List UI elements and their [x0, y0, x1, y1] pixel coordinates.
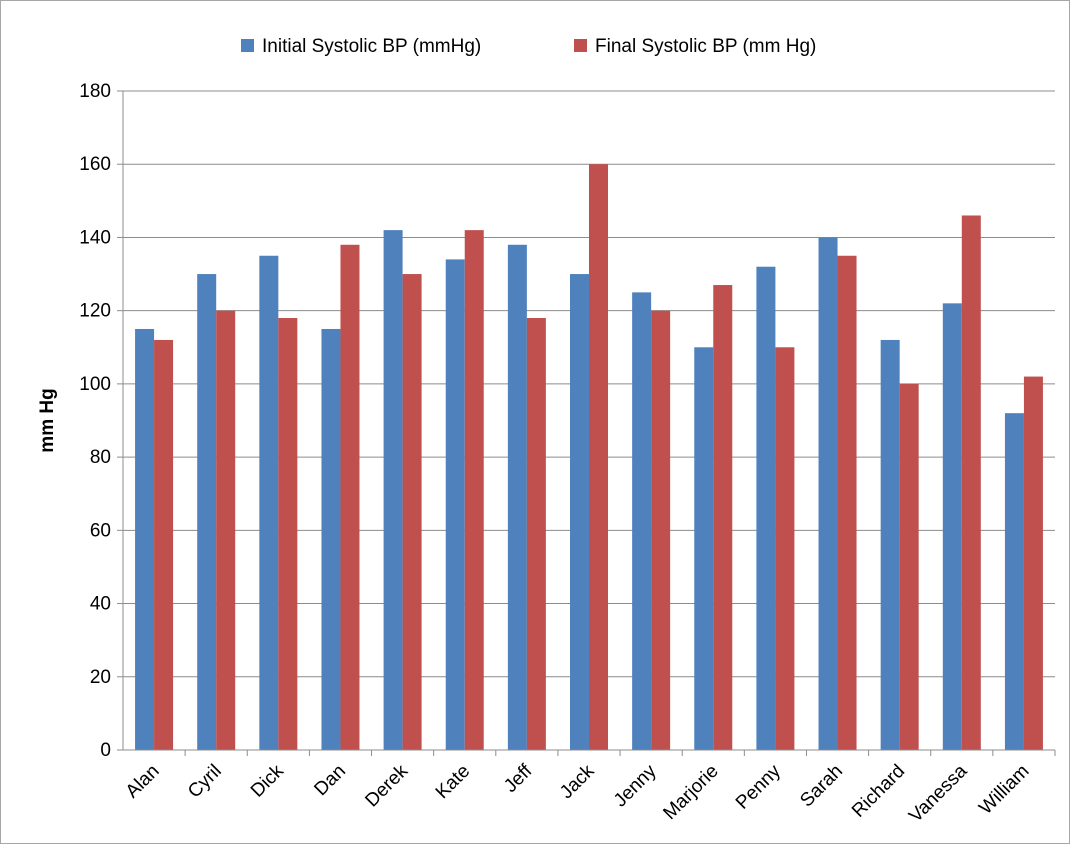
y-tick-label: 180 — [79, 81, 111, 102]
y-tick-label: 80 — [90, 447, 111, 468]
bar-final-cyril — [216, 310, 236, 750]
bar-final-william — [1023, 376, 1043, 750]
y-tick-label: 140 — [79, 227, 111, 248]
axes — [117, 90, 1056, 756]
bar-final-kate — [464, 230, 484, 751]
bar-initial-alan — [135, 328, 155, 750]
x-tick-label: Jeff — [500, 760, 537, 797]
x-tick-label: Marjorie — [659, 761, 722, 824]
legend-swatch-initial — [241, 39, 254, 52]
bar-final-penny — [775, 347, 795, 750]
y-tick-labels: 0 20 40 60 80 100 120 140 160 180 — [79, 81, 111, 761]
y-axis-title: mm Hg — [37, 388, 58, 452]
y-tick-label: 100 — [79, 374, 111, 395]
y-tick-label: 20 — [90, 667, 111, 688]
bar-initial-jenny — [632, 292, 652, 750]
y-tick-label: 0 — [100, 740, 111, 761]
bar-initial-kate — [445, 259, 465, 750]
bar-initial-penny — [756, 266, 776, 750]
bar-final-derek — [402, 274, 422, 750]
bar-initial-dan — [321, 328, 341, 750]
bar-final-alan — [154, 339, 174, 750]
legend-label-initial: Initial Systolic BP (mmHg) — [262, 36, 481, 57]
y-tick-label: 40 — [90, 594, 111, 615]
bars — [135, 164, 1043, 751]
x-tick-label: Vanessa — [905, 760, 971, 826]
x-tick-label: Derek — [361, 760, 412, 811]
bar-initial-richard — [880, 339, 900, 750]
bar-final-richard — [899, 383, 919, 750]
bar-initial-dick — [259, 255, 279, 750]
bar-initial-cyril — [197, 274, 217, 750]
x-tick-label: Richard — [848, 761, 909, 822]
x-tick-label: Cyril — [184, 761, 226, 803]
bar-final-vanessa — [961, 215, 981, 750]
x-tick-label: Jack — [556, 760, 599, 803]
bar-initial-marjorie — [694, 347, 714, 750]
bar-initial-sarah — [818, 237, 838, 750]
x-tick-label: Dick — [247, 760, 288, 801]
bar-initial-william — [1004, 413, 1024, 750]
bar-final-jack — [589, 164, 608, 750]
x-tick-label: William — [975, 761, 1033, 819]
x-tick-label: Jenny — [610, 760, 661, 811]
x-tick-label: Sarah — [796, 761, 847, 812]
bar-final-sarah — [837, 255, 857, 750]
bar-initial-vanessa — [942, 303, 962, 750]
bar-final-jeff — [526, 317, 546, 750]
y-tick-label: 160 — [79, 154, 111, 175]
x-tick-labels: Alan Cyril Dick Dan Derek Kate Jeff Jack JennyMa… — [122, 760, 1034, 827]
y-tick-label: 120 — [79, 301, 111, 322]
x-tick-label: Penny — [732, 760, 785, 813]
bar-initial-jack — [570, 274, 589, 750]
y-tick-label: 60 — [90, 520, 111, 541]
bar-final-jenny — [651, 310, 671, 750]
bar-initial-derek — [383, 230, 403, 751]
legend-swatch-final — [574, 39, 587, 52]
bar-final-marjorie — [713, 285, 733, 750]
legend-label-final: Final Systolic BP (mm Hg) — [595, 36, 816, 57]
x-tick-label: Kate — [432, 761, 474, 803]
bar-initial-jeff — [507, 244, 527, 750]
legend: Initial Systolic BP (mmHg) Final Systolic… — [241, 36, 816, 57]
bar-final-dan — [340, 244, 360, 750]
x-tick-label: Dan — [311, 761, 350, 800]
bar-final-dick — [278, 317, 298, 750]
x-tick-label: Alan — [122, 761, 164, 803]
